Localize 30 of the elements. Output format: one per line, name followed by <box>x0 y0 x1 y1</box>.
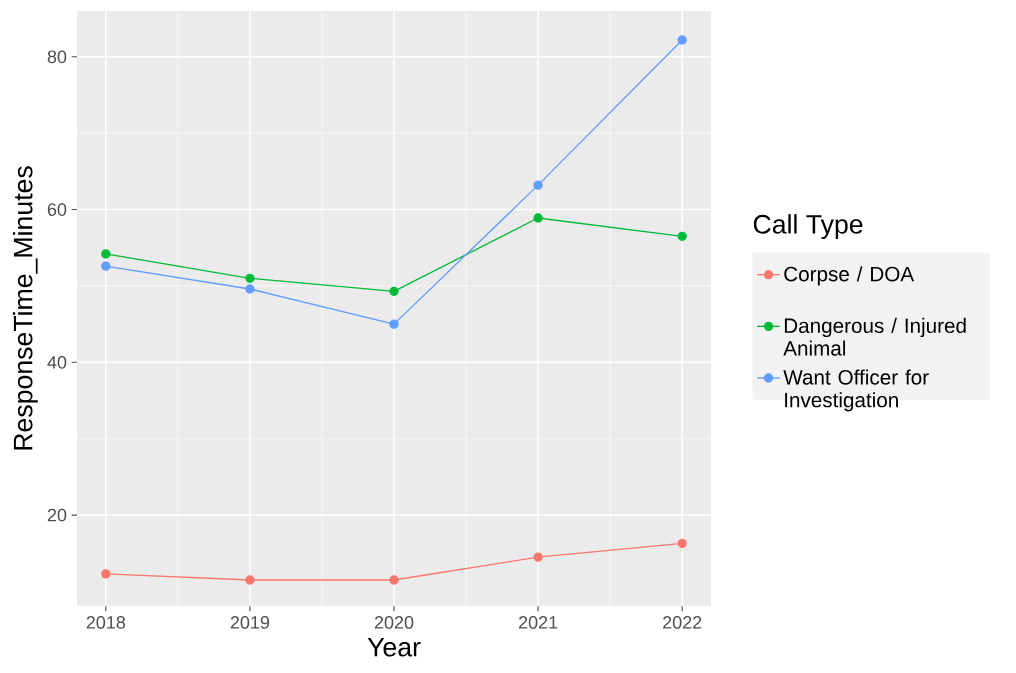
y-tick-label: 80 <box>47 50 67 64</box>
x-tick-label: 2020 <box>374 616 414 629</box>
x-axis-title: Year <box>367 637 421 657</box>
legend-label: Want Officer for Investigation <box>783 369 929 412</box>
point <box>677 538 687 549</box>
point <box>533 213 543 223</box>
point <box>533 180 543 190</box>
point <box>101 569 111 579</box>
x-tick-label: 2021 <box>518 616 558 629</box>
point <box>389 319 399 329</box>
point <box>677 35 687 45</box>
y-tick-label: 20 <box>47 508 67 522</box>
y-tick-label: 40 <box>47 355 67 369</box>
point <box>101 249 111 259</box>
x-tick-label: 2022 <box>663 616 702 629</box>
y-axis-title: ResponseTime_Minutes <box>12 166 38 450</box>
point <box>245 273 255 283</box>
point <box>533 552 543 562</box>
point <box>245 284 255 294</box>
point <box>389 575 399 585</box>
legend-label: Corpse / DOA <box>784 266 915 286</box>
point <box>389 286 399 296</box>
point <box>245 575 255 585</box>
legend-title: Call Type <box>753 214 863 240</box>
x-tick-label: 2019 <box>230 616 270 629</box>
legend-label: Dangerous / Injured Animal <box>783 317 966 356</box>
point <box>677 231 687 241</box>
point <box>101 261 111 271</box>
x-tick-label: 2018 <box>86 616 126 629</box>
y-tick-label: 60 <box>47 203 67 216</box>
